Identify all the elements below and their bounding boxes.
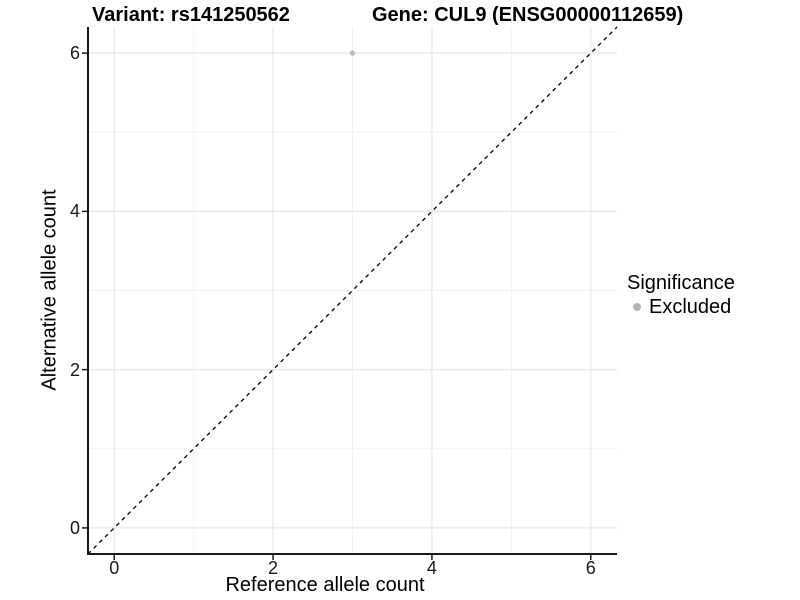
excluded-marker-icon (633, 303, 641, 311)
y-tick-label: 0 (69, 517, 80, 538)
legend: Significance Excluded (627, 272, 735, 318)
variant-title: Variant: rs141250562 (92, 4, 290, 26)
y-tick-label: 6 (69, 43, 80, 64)
legend-item-label: Excluded (649, 296, 732, 318)
legend-item: Excluded (627, 296, 735, 318)
x-tick-label: 2 (268, 558, 279, 578)
x-axis-title: Reference allele count (225, 574, 425, 596)
legend-title: Significance (627, 272, 735, 294)
x-tick-label: 4 (426, 558, 437, 578)
data-point (349, 50, 356, 56)
x-tick-label: 6 (585, 558, 596, 578)
y-tick-label: 4 (69, 201, 80, 222)
x-tick-label: 0 (109, 558, 120, 578)
gene-title: Gene: CUL9 (ENSG00000112659) (372, 4, 684, 26)
y-tick-label: 2 (69, 359, 80, 380)
